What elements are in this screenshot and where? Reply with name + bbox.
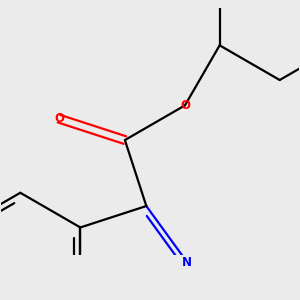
Text: O: O [54,112,64,125]
Text: N: N [182,256,192,268]
Text: O: O [180,99,190,112]
